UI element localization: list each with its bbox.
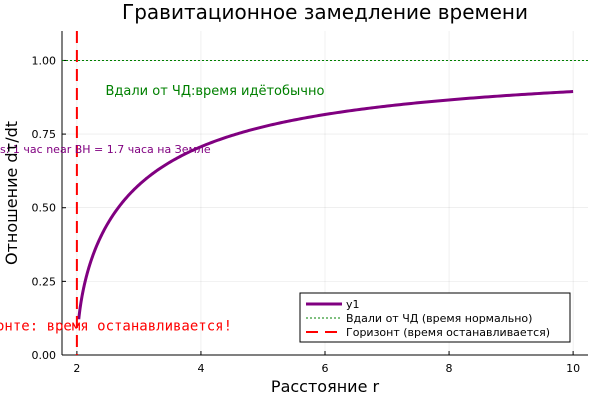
y-tick-label: 0.75	[32, 128, 57, 141]
annotation-near-bh: s: 1 час near BH = 1.7 часа на Земле	[0, 143, 211, 156]
legend-box	[299, 292, 571, 343]
x-axis-label: Расстояние r	[271, 377, 380, 396]
legend-label-horizon: Горизонт (время останавливается)	[346, 326, 550, 339]
chart-title: Гравитационное замедление времени	[122, 0, 528, 24]
y-tick-label: 0.50	[32, 202, 57, 215]
y-axis-label: Отношение dτ/dt	[2, 121, 21, 265]
annotation-far: Вдали от ЧД:время идётобычно	[106, 84, 325, 99]
legend: y1 Вдали от ЧД (время нормально) Горизон…	[299, 292, 571, 343]
curve-y1	[77, 90, 574, 320]
legend-label-far: Вдали от ЧД (время нормально)	[346, 312, 532, 325]
axes: 2 4 6 8 10 0.00 0.25 0.50 0.75 1.00	[32, 31, 588, 375]
series-layer	[62, 31, 588, 355]
y-tick-label: 0.00	[32, 349, 57, 362]
x-tick-label: 2	[73, 362, 80, 375]
annotation-horizon: онте: время останавливается!	[0, 319, 232, 335]
x-tick-label: 6	[322, 362, 329, 375]
y-tick-label: 1.00	[32, 54, 57, 67]
x-tick-label: 10	[566, 362, 580, 375]
y-tick-label: 0.25	[32, 275, 57, 288]
legend-label-y1: y1	[346, 298, 360, 311]
x-tick-label: 4	[197, 362, 204, 375]
x-tick-label: 8	[446, 362, 453, 375]
